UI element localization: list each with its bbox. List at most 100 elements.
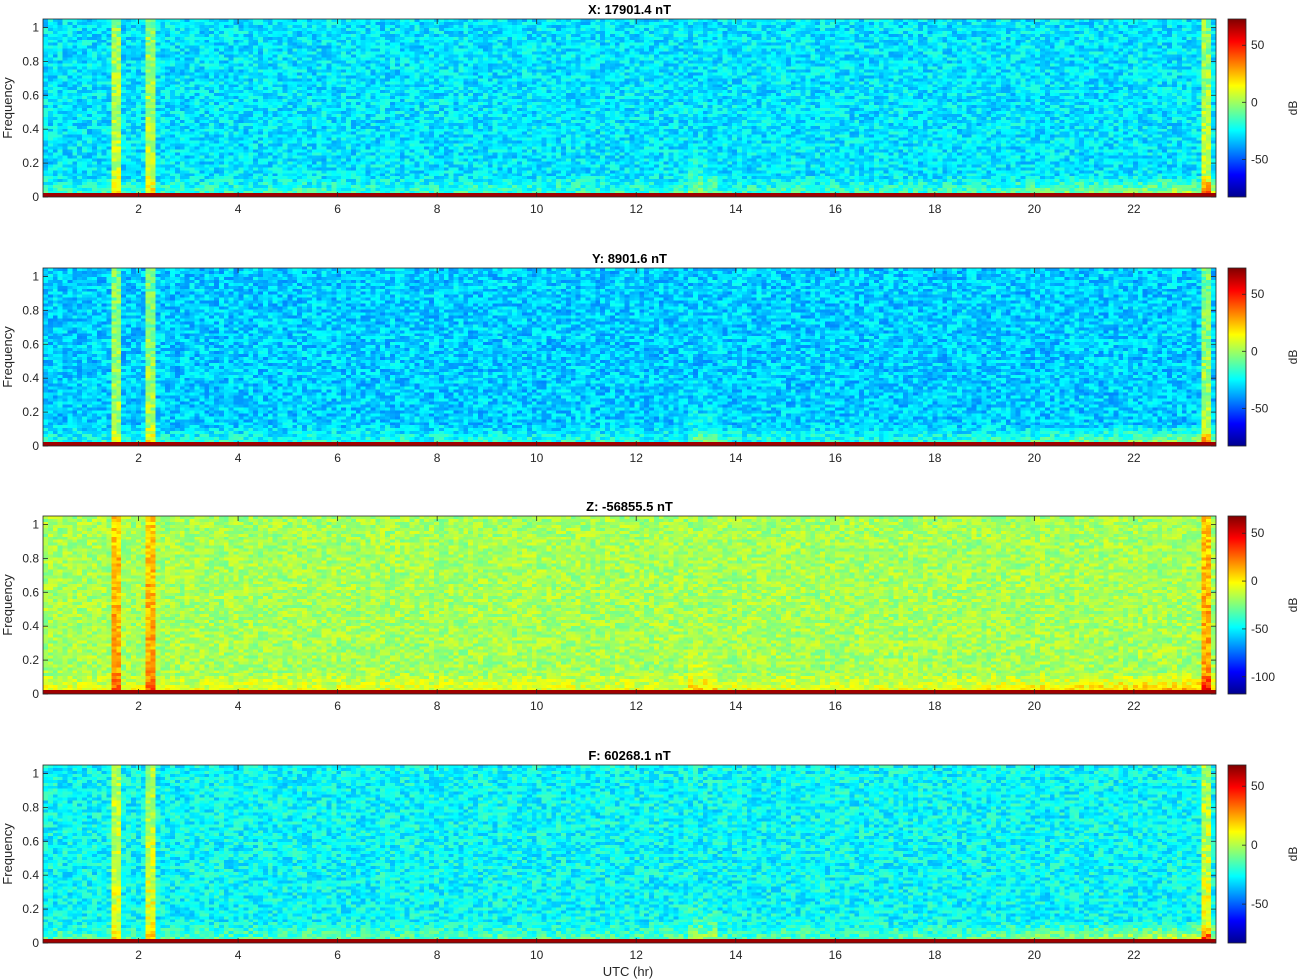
colorbar (1227, 515, 1247, 695)
xtick-label: 12 (630, 202, 644, 216)
ytick-label: 0.6 (22, 585, 39, 599)
panel-title: Z: -56855.5 nT (586, 499, 673, 514)
colorbar-tick-label: 0 (1251, 838, 1258, 852)
colorbar (1227, 267, 1247, 447)
ytick-label: 1 (32, 766, 39, 780)
xtick-label: 6 (334, 202, 341, 216)
colorbar-tick-label: 50 (1251, 779, 1265, 793)
xtick-label: 6 (334, 699, 341, 713)
xtick-label: 10 (530, 451, 544, 465)
xtick-label: 18 (928, 202, 942, 216)
colorbar-tick-label: 50 (1251, 526, 1265, 540)
xtick-label: 2 (135, 948, 142, 962)
colorbar-tick-label: -100 (1251, 670, 1275, 684)
panel-title: F: 60268.1 nT (588, 748, 670, 763)
ytick-label: 0.4 (22, 371, 39, 385)
ytick-label: 0.4 (22, 122, 39, 136)
xtick-label: 12 (630, 699, 644, 713)
ytick-label: 0.8 (22, 551, 39, 565)
spectrogram-image (43, 516, 1216, 694)
xtick-label: 22 (1127, 699, 1141, 713)
ylabel: Frequency (0, 823, 15, 885)
xtick-label: 12 (630, 948, 644, 962)
colorbar-tick-label: -50 (1251, 401, 1269, 415)
xtick-label: 10 (530, 948, 544, 962)
ytick-label: 0.8 (22, 303, 39, 317)
ylabel: Frequency (0, 77, 15, 139)
spectrogram-image (43, 765, 1216, 943)
ytick-label: 0.8 (22, 800, 39, 814)
xtick-label: 4 (235, 948, 242, 962)
xtick-label: 22 (1127, 202, 1141, 216)
xtick-label: 22 (1127, 948, 1141, 962)
xtick-label: 12 (630, 451, 644, 465)
panel-title: Y: 8901.6 nT (592, 251, 667, 266)
ytick-label: 0 (32, 936, 39, 950)
ytick-label: 0.6 (22, 88, 39, 102)
xtick-label: 22 (1127, 451, 1141, 465)
xtick-label: 18 (928, 948, 942, 962)
colorbar (1227, 764, 1247, 944)
xtick-label: 2 (135, 202, 142, 216)
colorbar-tick-label: 0 (1251, 574, 1258, 588)
xtick-label: 16 (829, 948, 843, 962)
xtick-label: 8 (434, 699, 441, 713)
ytick-label: 0.8 (22, 54, 39, 68)
ylabel: Frequency (0, 326, 15, 388)
dc-band (43, 442, 1216, 446)
colorbar-tick-label: 50 (1251, 38, 1265, 52)
colorbar-tick-label: -50 (1251, 622, 1269, 636)
xtick-label: 8 (434, 202, 441, 216)
ytick-label: 1 (32, 269, 39, 283)
xtick-label: 8 (434, 451, 441, 465)
ytick-label: 0.6 (22, 337, 39, 351)
ytick-label: 0 (32, 190, 39, 204)
colorbar-label: dB (1286, 847, 1300, 862)
xtick-label: 20 (1028, 451, 1042, 465)
spectrogram-image (43, 268, 1216, 446)
ylabel: Frequency (0, 574, 15, 636)
xtick-label: 6 (334, 948, 341, 962)
ytick-label: 0.4 (22, 868, 39, 882)
ytick-label: 0 (32, 687, 39, 701)
ytick-label: 0.2 (22, 902, 39, 916)
axes-frame (42, 18, 1217, 198)
colorbar-tick-label: -50 (1251, 897, 1269, 911)
xtick-label: 4 (235, 699, 242, 713)
ytick-label: 0 (32, 439, 39, 453)
ytick-label: 0.4 (22, 619, 39, 633)
dc-band (43, 690, 1216, 694)
xtick-label: 16 (829, 202, 843, 216)
xtick-label: 14 (729, 451, 743, 465)
dc-band (43, 193, 1216, 197)
xtick-label: 20 (1028, 948, 1042, 962)
colorbar-label: dB (1286, 598, 1300, 613)
xtick-label: 14 (729, 699, 743, 713)
colorbar (1227, 18, 1247, 198)
xtick-label: 14 (729, 202, 743, 216)
xtick-label: 16 (829, 451, 843, 465)
xtick-label: 10 (530, 699, 544, 713)
xtick-label: 18 (928, 699, 942, 713)
xtick-label: 10 (530, 202, 544, 216)
xtick-label: 18 (928, 451, 942, 465)
xtick-label: 6 (334, 451, 341, 465)
xtick-label: 20 (1028, 202, 1042, 216)
ytick-label: 0.2 (22, 405, 39, 419)
ytick-label: 0.2 (22, 156, 39, 170)
xtick-label: 2 (135, 451, 142, 465)
xtick-label: 4 (235, 451, 242, 465)
dc-band (43, 939, 1216, 943)
colorbar-tick-label: 0 (1251, 95, 1258, 109)
colorbar-label: dB (1286, 350, 1300, 365)
colorbar-tick-label: 0 (1251, 344, 1258, 358)
xtick-label: 4 (235, 202, 242, 216)
xtick-label: 16 (829, 699, 843, 713)
ytick-label: 1 (32, 20, 39, 34)
colorbar-label: dB (1286, 101, 1300, 116)
